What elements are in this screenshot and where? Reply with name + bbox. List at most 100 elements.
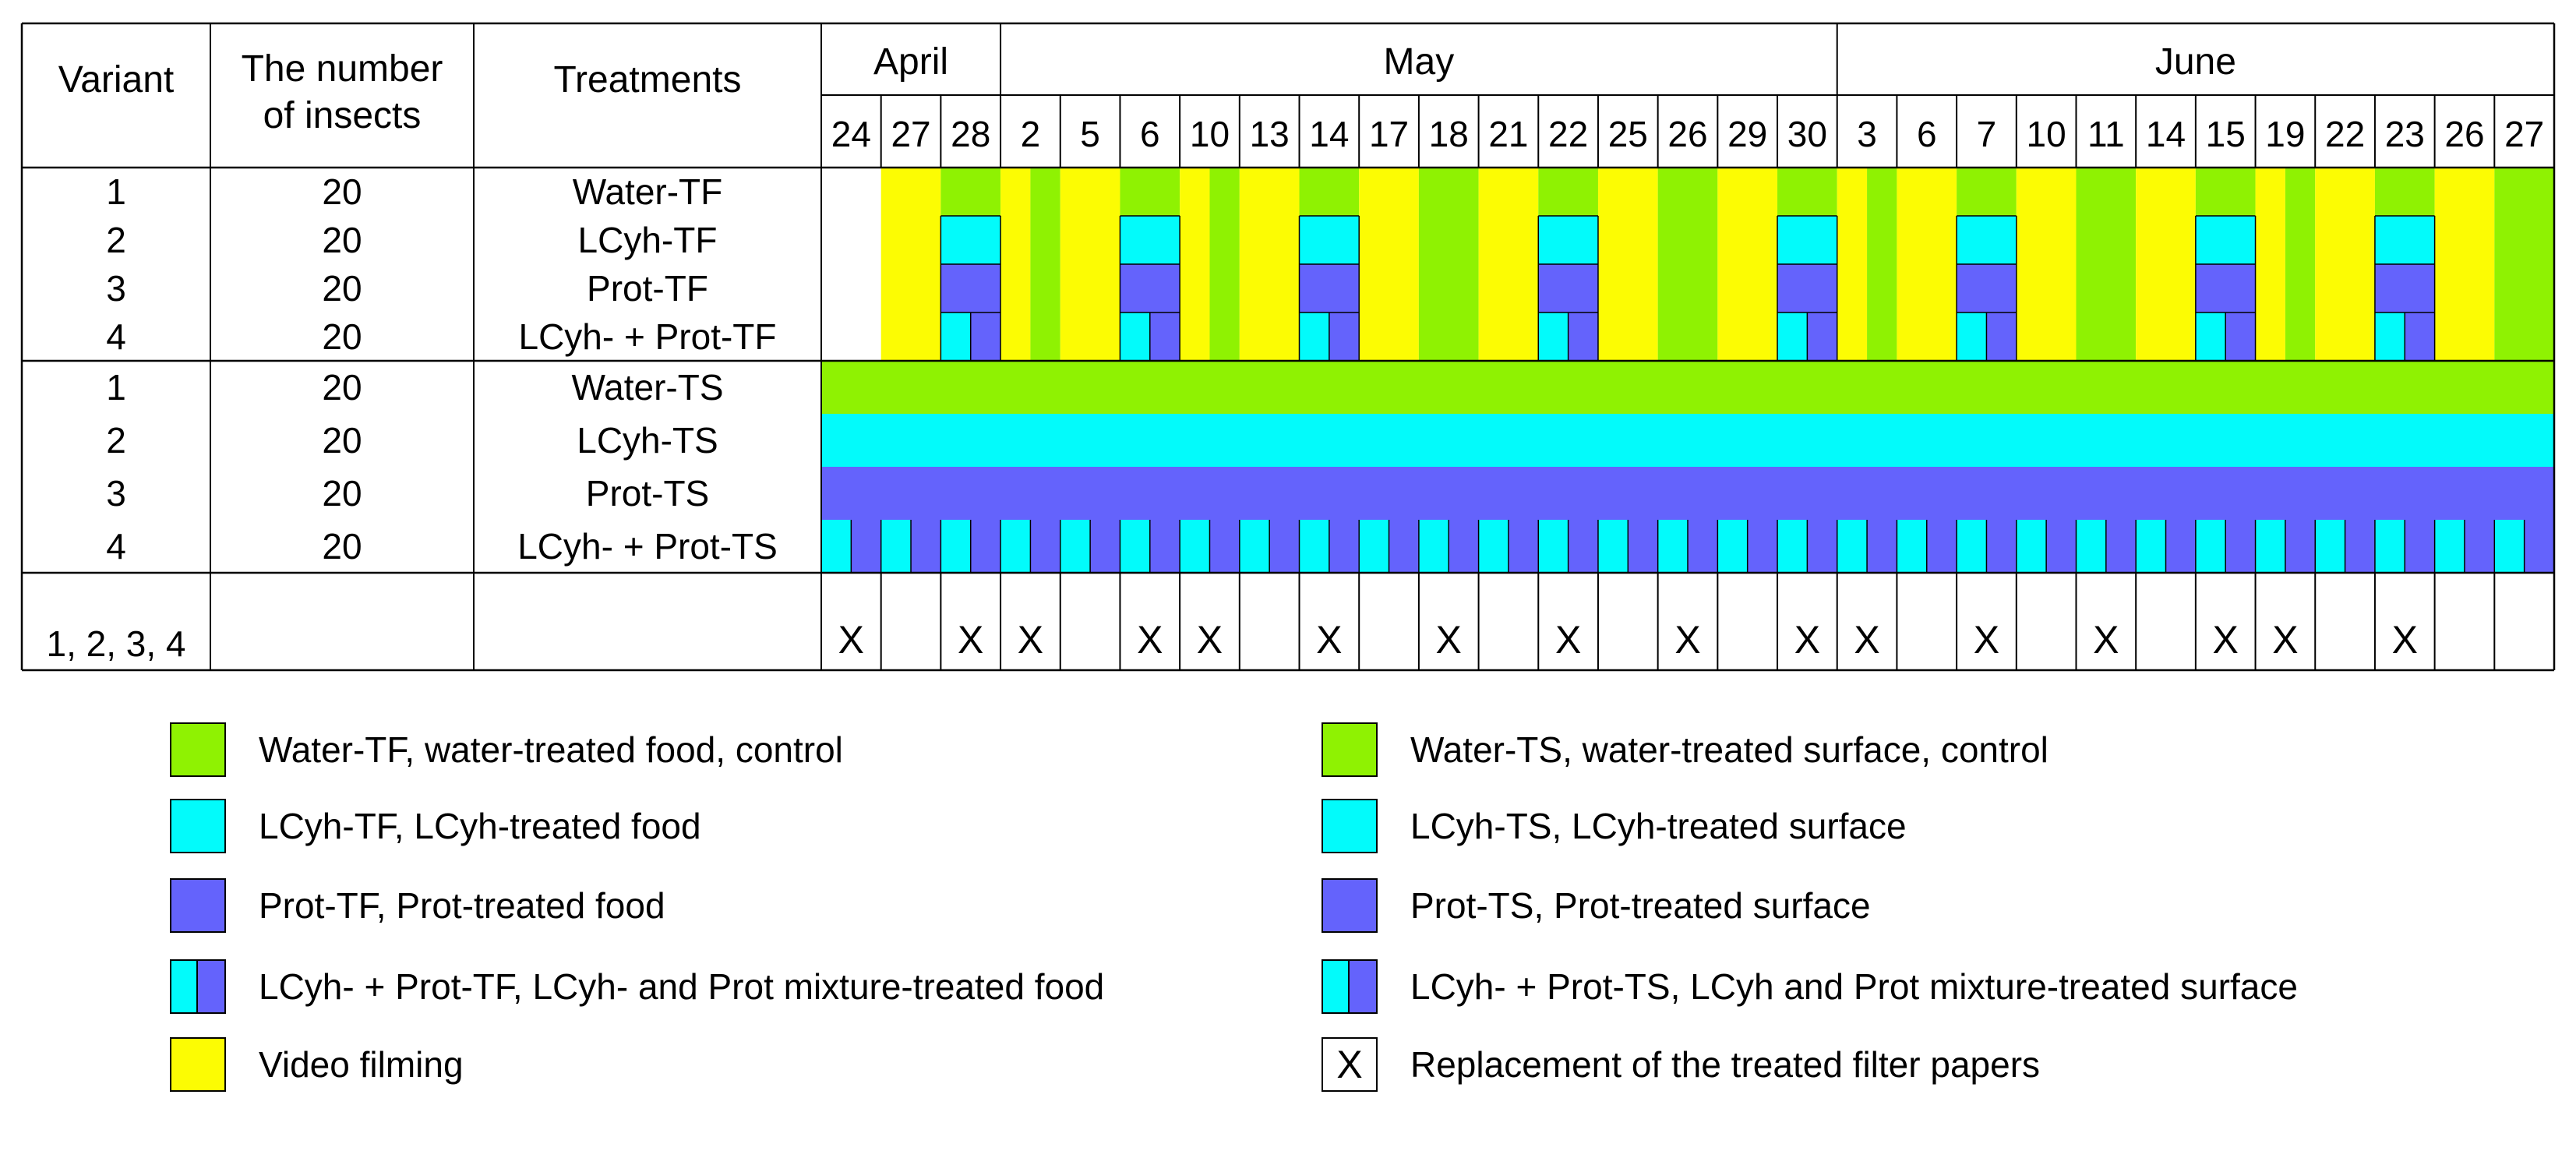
day-label: 17: [1369, 114, 1409, 154]
replacement-mark: X: [838, 618, 864, 662]
mix-ts-lcyh-cell: [2016, 520, 2047, 573]
mix-tf-prot-cell: [1807, 312, 1837, 361]
prot-tf-cell: [2374, 264, 2435, 312]
mix-ts-prot-cell: [2285, 520, 2316, 573]
day-label: 27: [2504, 114, 2544, 154]
replacement-mark: X: [1018, 618, 1043, 662]
tf-insects: 20: [322, 220, 362, 260]
mix-ts-lcyh-cell: [940, 520, 971, 573]
replacement-mark: X: [1137, 618, 1163, 662]
ts-treatment: LCyh-TS: [577, 420, 718, 461]
header-insects-line2: of insects: [263, 95, 422, 136]
day-label: 29: [1727, 114, 1767, 154]
water-tf-cell: [2494, 168, 2554, 361]
mix-ts-prot-cell: [1747, 520, 1778, 573]
video-filming-cell: [1060, 168, 1120, 361]
lcyh-tf-cell: [940, 216, 1001, 264]
day-label: 22: [1548, 114, 1588, 154]
mix-tf-lcyh-cell: [1957, 312, 1987, 361]
mix-ts-lcyh-cell: [1359, 520, 1389, 573]
day-label: 24: [831, 114, 871, 154]
mix-ts-prot-cell: [1807, 520, 1837, 573]
day-label: 21: [1488, 114, 1528, 154]
legend-item: LCyh- + Prot-TF, LCyh- and Prot mixture-…: [170, 955, 1104, 1018]
mix-ts-lcyh-cell: [2494, 520, 2525, 573]
video-filming-cell: [1597, 168, 1658, 361]
legend-label: LCyh-TS, LCyh-treated surface: [1410, 806, 1907, 846]
mix-ts-prot-cell: [2165, 520, 2196, 573]
water-tf-cell: [1657, 168, 1718, 361]
mix-ts-prot-cell: [911, 520, 941, 573]
legend-item: LCyh-TF, LCyh-treated food: [170, 795, 701, 857]
mix-ts-prot-cell: [2046, 520, 2077, 573]
mix-ts-lcyh-cell: [2434, 520, 2465, 573]
mix-ts-prot-cell: [1926, 520, 1957, 573]
day-label: 5: [1080, 114, 1100, 154]
mix-ts-lcyh-cell: [1239, 520, 1270, 573]
legend-split-swatch: [170, 959, 226, 1014]
replacement-mark: X: [1197, 618, 1223, 662]
legend-item: Water-TF, water-treated food, control: [170, 718, 843, 781]
tf-treatment: LCyh-TF: [578, 220, 718, 260]
water-ts-band: [821, 361, 2554, 414]
mix-ts-lcyh-cell: [1418, 520, 1449, 573]
mix-ts-lcyh-cell: [1597, 520, 1629, 573]
legend-swatch: [1322, 722, 1378, 777]
day-label: 14: [1309, 114, 1349, 154]
legend-swatch: [170, 799, 226, 853]
mix-ts-prot-cell: [2405, 520, 2435, 573]
mix-ts-lcyh-cell: [880, 520, 912, 573]
legend-item: LCyh-TS, LCyh-treated surface: [1322, 795, 1907, 857]
legend-label: LCyh- + Prot-TS, LCyh and Prot mixture-t…: [1410, 966, 2298, 1007]
legend-cross-swatch: X: [1322, 1037, 1378, 1092]
legend-label: Prot-TF, Prot-treated food: [259, 885, 665, 926]
prot-tf-cell: [2195, 264, 2256, 312]
water-tf-cell: [1030, 168, 1060, 361]
swatch-lcyh-half: [171, 961, 198, 1012]
mix-tf-lcyh-cell: [2374, 312, 2405, 361]
legend-label: Water-TF, water-treated food, control: [259, 729, 843, 770]
legend-item: Prot-TS, Prot-treated surface: [1322, 874, 1871, 937]
mix-ts-lcyh-cell: [1299, 520, 1329, 573]
day-label: 26: [2444, 114, 2484, 154]
video-filming-cell: [1837, 168, 1868, 361]
treatment-schedule-diagram: Variant The number of insects Treatments Apr…: [20, 22, 2556, 672]
month-label: April: [873, 41, 948, 83]
swatch-prot-half: [1350, 961, 1376, 1012]
replacement-mark: X: [958, 618, 983, 662]
mix-tf-lcyh-cell: [2195, 312, 2226, 361]
mix-tf-prot-cell: [2225, 312, 2256, 361]
mix-ts-prot-cell: [1329, 520, 1360, 573]
legend-label: Replacement of the treated filter papers: [1410, 1044, 2041, 1085]
video-filming-cell: [2315, 168, 2375, 361]
video-filming-cell: [1239, 168, 1300, 361]
mix-ts-lcyh-cell: [1717, 520, 1748, 573]
tf-treatment: LCyh- + Prot-TF: [518, 316, 776, 357]
schedule-fills: [821, 168, 2554, 573]
lcyh-ts-band: [821, 414, 2554, 467]
mix-ts-lcyh-cell: [1957, 520, 1987, 573]
mix-ts-lcyh-cell: [2315, 520, 2345, 573]
swatch-prot-half: [198, 961, 224, 1012]
replacement-mark: X: [1436, 618, 1462, 662]
video-filming-cell: [2255, 168, 2285, 361]
prot-tf-cell: [1957, 264, 2017, 312]
mix-tf-prot-cell: [1568, 312, 1598, 361]
legend-swatch: [170, 722, 226, 777]
day-label: 10: [1190, 114, 1230, 154]
mix-tf-prot-cell: [970, 312, 1001, 361]
water-tf-cell: [1777, 168, 1837, 216]
replacement-mark: X: [1794, 618, 1820, 662]
day-label: 30: [1787, 114, 1827, 154]
day-label: 19: [2265, 114, 2305, 154]
legend-swatch: [170, 1037, 226, 1092]
ts-insects: 20: [322, 473, 362, 514]
day-label: 6: [1917, 114, 1937, 154]
legend-item: LCyh- + Prot-TS, LCyh and Prot mixture-t…: [1322, 955, 2298, 1018]
video-filming-cell: [2016, 168, 2077, 361]
mix-ts-prot-cell: [2464, 520, 2495, 573]
day-label: 6: [1140, 114, 1160, 154]
header-treatments: Treatments: [554, 59, 742, 101]
day-label: 27: [891, 114, 930, 154]
day-label: 2: [1021, 114, 1041, 154]
